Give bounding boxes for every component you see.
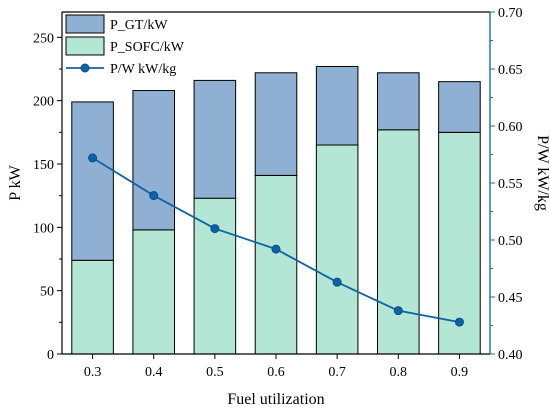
legend-label: P_SOFC/kW (110, 40, 185, 55)
x-tick-label: 0.8 (390, 365, 408, 380)
y-tick-label: 250 (33, 31, 54, 46)
y-tick-label: 100 (33, 221, 54, 236)
bar-gt-0.7 (315, 65, 359, 146)
bar-sofc-0.8 (376, 129, 420, 355)
pw-point-0.9 (454, 317, 464, 327)
legend-label: P_GT/kW (110, 18, 168, 33)
x-tick-label: 0.4 (145, 365, 163, 380)
pw-point-0.7 (332, 277, 342, 287)
y-tick-label: 150 (33, 158, 54, 173)
legend-swatch-marker (80, 63, 90, 73)
bar-sofc-0.6 (254, 174, 298, 355)
bar-gt-0.5 (193, 79, 237, 199)
pw-point-0.3 (88, 153, 98, 163)
x-tick-label: 0.6 (267, 365, 285, 380)
x-tick-label: 0.7 (328, 365, 346, 380)
y2-tick-label: 0.70 (498, 6, 523, 21)
y2-tick-label: 0.45 (498, 291, 523, 306)
legend-swatch-bar (65, 14, 105, 34)
pw-point-0.4 (149, 191, 159, 201)
bar-gt-0.8 (376, 72, 420, 131)
x-axis-title: Fuel utilization (227, 391, 324, 408)
y-axis-title: P kW (7, 164, 24, 200)
bar-gt-0.4 (132, 90, 176, 231)
y2-tick-label: 0.60 (498, 120, 523, 135)
y2-axis-title: P/W kW/kg (534, 135, 550, 211)
legend-swatch-bar (65, 36, 105, 56)
y2-tick-label: 0.55 (498, 177, 523, 192)
y2-tick-label: 0.40 (498, 348, 523, 363)
y2-tick-label: 0.65 (498, 63, 523, 78)
bar-sofc-0.9 (438, 131, 481, 355)
y-tick-label: 0 (47, 348, 54, 363)
bar-gt-0.3 (71, 101, 114, 261)
legend: P_GT/kW P_SOFC/kW P/W kW/kg (65, 14, 185, 77)
bars-layer (71, 65, 481, 355)
pw-point-0.6 (271, 244, 281, 254)
pw-point-0.5 (210, 224, 220, 234)
bar-sofc-0.4 (132, 229, 176, 355)
y-tick-label: 200 (33, 95, 54, 110)
pw-point-0.8 (393, 306, 403, 316)
x-tick-label: 0.5 (206, 365, 224, 380)
bar-gt-0.6 (254, 72, 298, 176)
line-layer (88, 153, 464, 327)
bar-sofc-0.3 (71, 259, 114, 355)
bar-sofc-0.7 (315, 144, 359, 355)
x-tick-label: 0.3 (84, 365, 102, 380)
axes-layer: 0 50 100 150 200 250 0.40 0.45 0.50 0.55 0.60 0.65 0… (33, 6, 523, 380)
y2-tick-label: 0.50 (498, 234, 523, 249)
y-tick-label: 50 (40, 285, 54, 300)
legend-label: P/W kW/kg (110, 62, 176, 77)
x-tick-label: 0.9 (451, 365, 469, 380)
bar-gt-0.9 (438, 81, 481, 133)
